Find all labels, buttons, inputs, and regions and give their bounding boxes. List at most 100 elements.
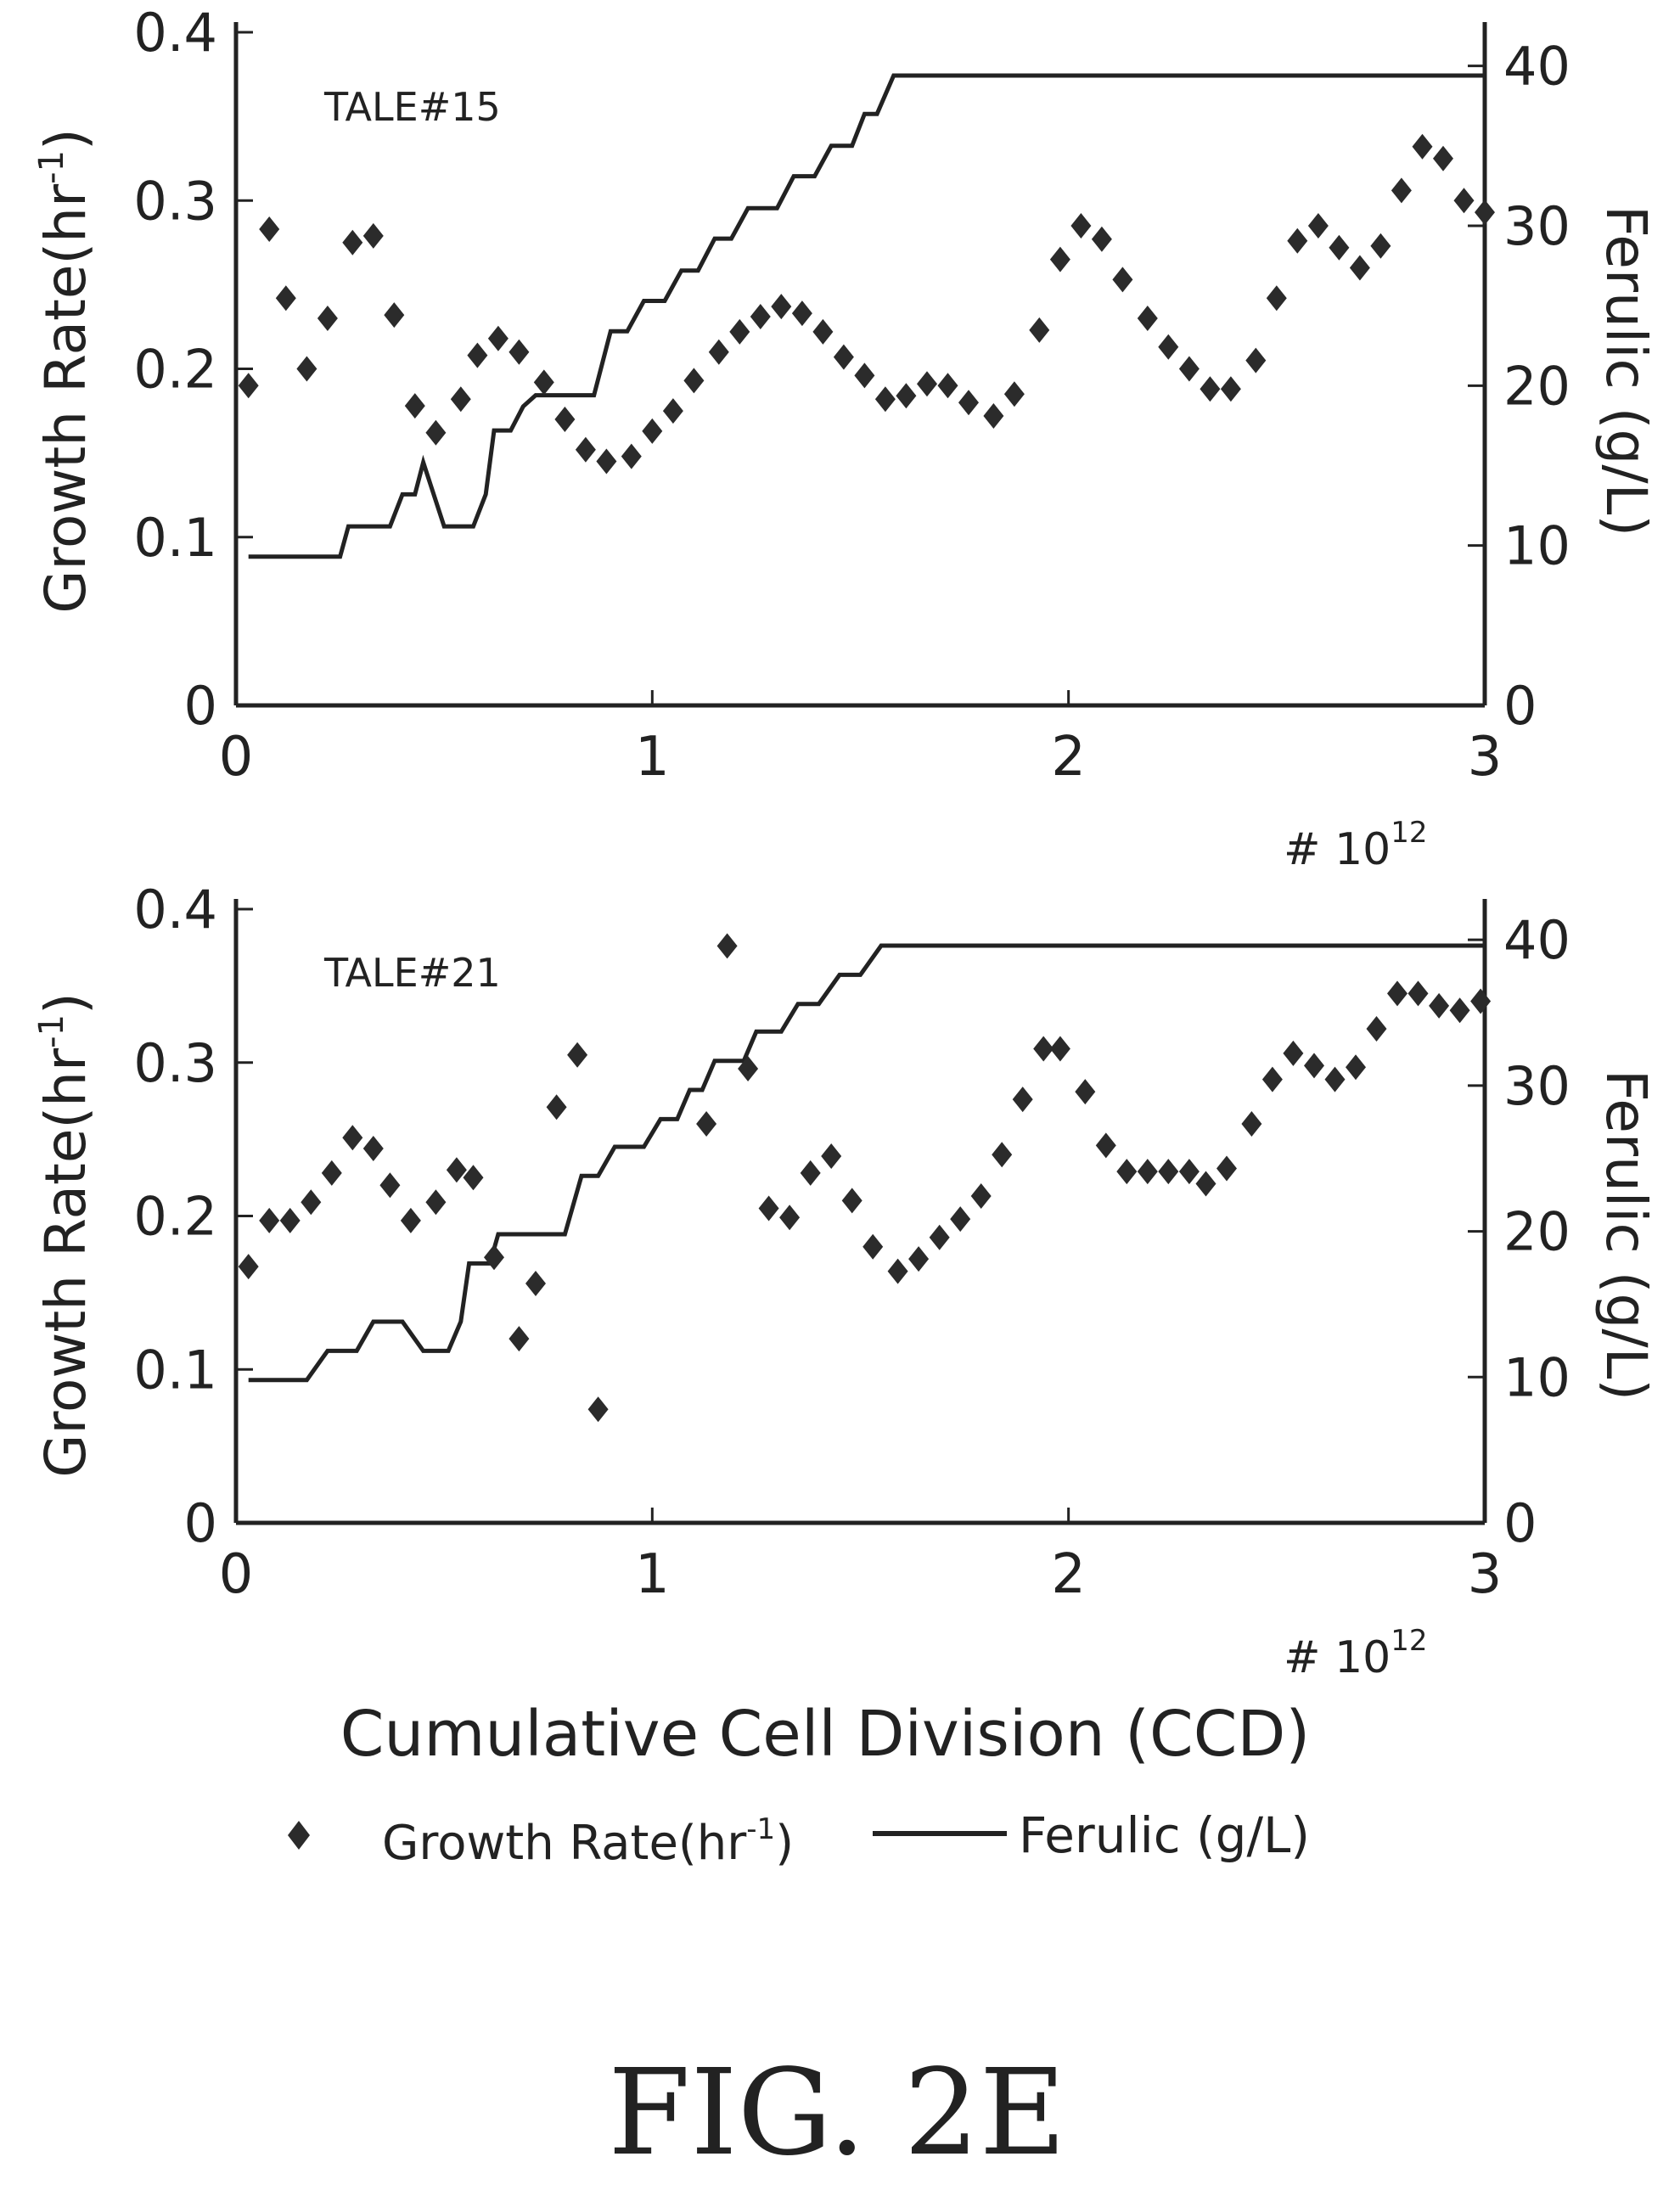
x-multiplier: # 1012 bbox=[1284, 816, 1428, 875]
growth-rate-point bbox=[362, 1136, 384, 1161]
growth-rate-point bbox=[259, 216, 280, 242]
panel-annotation: TALE#21 bbox=[323, 950, 501, 996]
growth-rate-point bbox=[1116, 1159, 1138, 1185]
growth-rate-point bbox=[821, 1143, 842, 1169]
growth-rate-point bbox=[812, 318, 834, 345]
right-tick-label: 40 bbox=[1503, 36, 1570, 98]
legend-ferulic-label: Ferulic (g/L) bbox=[1019, 1806, 1310, 1864]
growth-rate-point bbox=[342, 229, 363, 256]
left-tick-label: 0.1 bbox=[133, 1339, 217, 1401]
legend-diamond-marker bbox=[288, 1821, 310, 1850]
growth-rate-point bbox=[342, 1125, 363, 1151]
growth-rate-point bbox=[321, 1160, 342, 1186]
growth-rate-point bbox=[587, 1396, 609, 1423]
growth-rate-point bbox=[1241, 1111, 1262, 1137]
growth-rate-point bbox=[854, 362, 875, 389]
figure-label: FIG. 2E bbox=[608, 2044, 1066, 2182]
growth-rate-point bbox=[970, 1183, 992, 1209]
left-tick-label: 0.4 bbox=[133, 879, 217, 941]
growth-rate-point bbox=[1475, 199, 1495, 226]
growth-rate-point bbox=[450, 386, 471, 413]
growth-rate-point bbox=[937, 373, 958, 399]
right-tick-label: 30 bbox=[1503, 1055, 1570, 1117]
growth-rate-point bbox=[1137, 1159, 1158, 1185]
growth-rate-point bbox=[238, 373, 259, 399]
x-tick-label: 0 bbox=[219, 1543, 254, 1606]
right-tick-label: 20 bbox=[1503, 1201, 1570, 1263]
growth-rate-point bbox=[1033, 1036, 1054, 1062]
growth-rate-point bbox=[908, 1246, 930, 1272]
svg-text:Ferulic (g/L): Ferulic (g/L) bbox=[1593, 205, 1659, 536]
growth-rate-point bbox=[1049, 1036, 1070, 1062]
growth-rate-point bbox=[508, 339, 530, 365]
y-axis-label-right: Ferulic (g/L) bbox=[1593, 205, 1659, 536]
ferulic-series bbox=[248, 73, 1485, 559]
svg-text:Growth Rate(hr-1): Growth Rate(hr-1) bbox=[32, 128, 98, 614]
growth-rate-point bbox=[1029, 317, 1050, 343]
growth-rate-point bbox=[662, 398, 683, 424]
growth-rate-point bbox=[525, 1271, 546, 1296]
growth-rate-point bbox=[1283, 1040, 1304, 1066]
growth-rate-point bbox=[296, 356, 317, 382]
growth-rate-point bbox=[1049, 246, 1070, 272]
growth-rate-point bbox=[800, 1160, 821, 1186]
growth-rate-point bbox=[425, 1189, 447, 1216]
growth-rate-point bbox=[1370, 233, 1391, 259]
growth-rate-point bbox=[1433, 145, 1453, 171]
growth-rate-point bbox=[1112, 267, 1133, 293]
growth-rate-point bbox=[1200, 376, 1221, 402]
x-tick-label: 3 bbox=[1468, 1543, 1503, 1606]
growth-rate-point bbox=[642, 418, 663, 444]
growth-rate-point bbox=[1158, 334, 1179, 360]
svg-text:Ferulic (g/L): Ferulic (g/L) bbox=[1593, 1070, 1659, 1401]
growth-rate-point bbox=[400, 1207, 421, 1233]
panel-annotation: TALE#15 bbox=[323, 84, 501, 130]
growth-rate-point bbox=[1220, 376, 1241, 402]
growth-rate-point bbox=[1429, 992, 1450, 1019]
growth-rate-point bbox=[404, 393, 425, 419]
growth-rate-point bbox=[708, 339, 729, 365]
growth-rate-point bbox=[862, 1233, 884, 1260]
growth-rate-point bbox=[1407, 980, 1429, 1007]
growth-rate-point bbox=[758, 1195, 779, 1222]
growth-rate-point bbox=[1324, 1066, 1346, 1092]
growth-rate-point bbox=[983, 403, 1004, 429]
growth-rate-point bbox=[950, 1206, 971, 1233]
right-tick-label: 20 bbox=[1503, 355, 1570, 417]
growth-rate-point bbox=[317, 306, 338, 331]
growth-rate-point bbox=[508, 1326, 530, 1352]
growth-rate-point bbox=[779, 1205, 801, 1231]
left-tick-label: 0.4 bbox=[133, 2, 217, 64]
growth-rate-point bbox=[487, 325, 508, 351]
growth-rate-point bbox=[683, 368, 705, 394]
growth-rate-point bbox=[259, 1207, 280, 1233]
growth-rate-point bbox=[596, 448, 617, 475]
growth-rate-point bbox=[1091, 226, 1112, 252]
growth-rate-point bbox=[384, 302, 405, 329]
left-tick-label: 0 bbox=[184, 675, 217, 737]
growth-rate-point bbox=[446, 1157, 467, 1183]
growth-rate-point bbox=[896, 383, 917, 409]
growth-rate-point bbox=[554, 407, 576, 432]
left-tick-label: 0.1 bbox=[133, 507, 217, 569]
growth-rate-point bbox=[467, 342, 488, 368]
growth-rate-point bbox=[1158, 1159, 1179, 1185]
growth-rate-point bbox=[750, 304, 771, 329]
growth-rate-point bbox=[279, 1207, 301, 1233]
growth-rate-point bbox=[1449, 997, 1470, 1024]
growth-rate-series bbox=[238, 933, 1492, 1423]
growth-rate-point bbox=[1307, 213, 1329, 239]
growth-rate-point bbox=[1304, 1053, 1324, 1079]
left-tick-label: 0.3 bbox=[133, 1032, 217, 1094]
growth-rate-point bbox=[533, 369, 554, 396]
growth-rate-point bbox=[1195, 1171, 1216, 1197]
legend-growth-label: Growth Rate(hr-1) bbox=[382, 1812, 794, 1871]
ferulic-line bbox=[248, 943, 1485, 1383]
x-tick-label: 1 bbox=[635, 1543, 670, 1606]
x-axis-label: Cumulative Cell Division (CCD) bbox=[340, 1698, 1310, 1771]
growth-rate-point bbox=[362, 222, 384, 249]
x-tick-label: 3 bbox=[1468, 726, 1503, 789]
x-tick-label: 0 bbox=[219, 726, 254, 789]
growth-rate-point bbox=[546, 1094, 567, 1120]
chart-panel-tale21: TALE#21 Growth Rate(hr-1) Ferulic (g/L) … bbox=[32, 879, 1659, 1683]
